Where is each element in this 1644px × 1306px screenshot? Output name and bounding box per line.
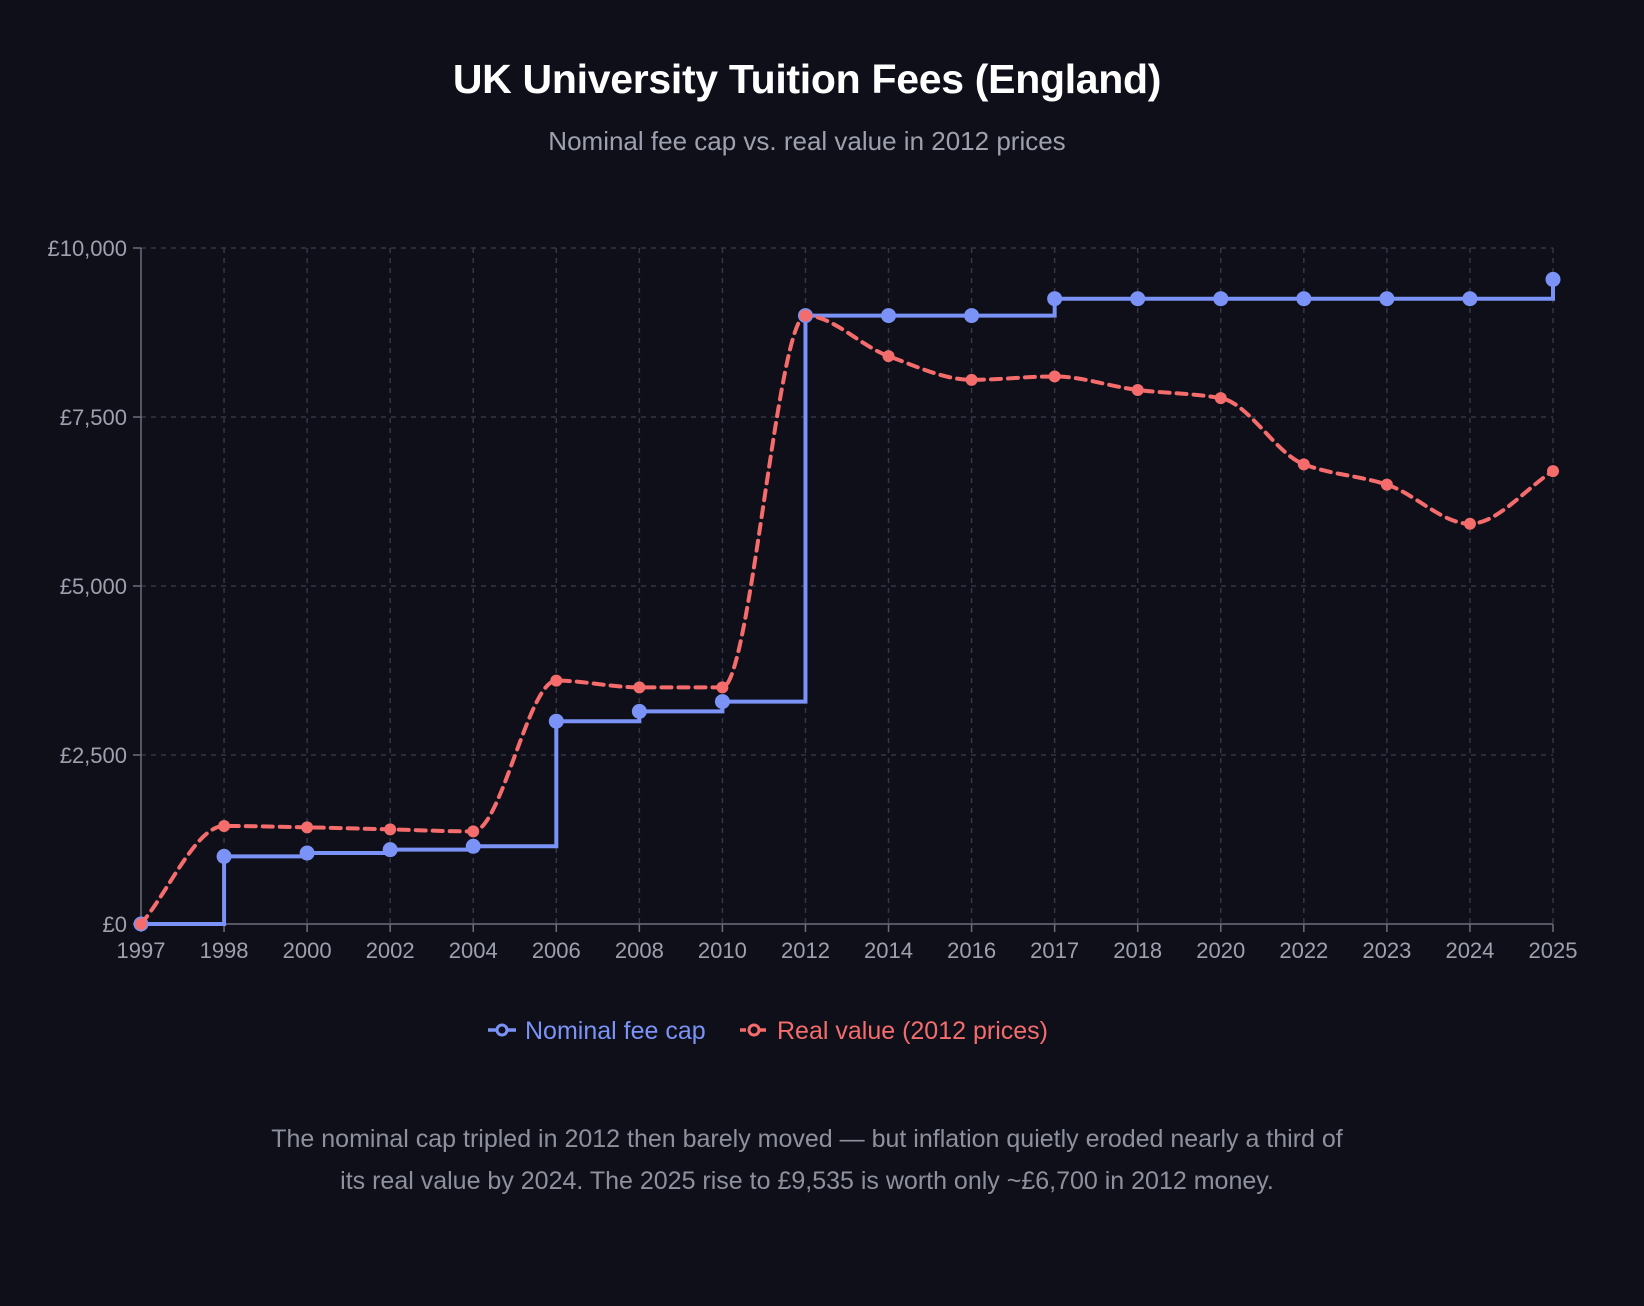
y-tick-label: £5,000 bbox=[60, 574, 127, 599]
legend-nominal-swatch-marker bbox=[495, 1023, 509, 1037]
real-value-point bbox=[633, 681, 646, 694]
x-tick-label: 2002 bbox=[366, 938, 415, 963]
x-tick-label: 2010 bbox=[698, 938, 747, 963]
y-tick-label: £7,500 bbox=[60, 405, 127, 430]
chart-caption: The nominal cap tripled in 2012 then bar… bbox=[271, 1125, 1343, 1195]
nominal-fee-cap-point bbox=[1047, 291, 1063, 307]
x-tick-label: 2025 bbox=[1529, 938, 1578, 963]
grid-lines bbox=[141, 247, 1554, 924]
real-value-point bbox=[301, 821, 314, 834]
axes: £0 £2,500 £5,000 £7,500 £10,000 1997 1998 2000 2… bbox=[47, 236, 1577, 963]
real-value-point bbox=[1380, 478, 1393, 491]
x-tick-label: 2000 bbox=[283, 938, 332, 963]
legend-real-label: Real value (2012 prices) bbox=[777, 1017, 1048, 1045]
legend: Nominal fee cap Real value (2012 prices) bbox=[488, 1017, 1048, 1045]
x-tick-label: 1998 bbox=[200, 938, 249, 963]
x-tick-label: 2022 bbox=[1279, 938, 1328, 963]
nominal-fee-cap-point bbox=[1213, 291, 1229, 307]
nominal-fee-cap-point bbox=[465, 838, 481, 854]
real-value-point bbox=[467, 825, 480, 838]
real-value-point bbox=[218, 819, 231, 832]
real-value-point bbox=[1463, 517, 1476, 530]
legend-nominal-label: Nominal fee cap bbox=[525, 1017, 706, 1045]
real-value-line bbox=[139, 313, 1555, 926]
real-value-point bbox=[1547, 465, 1559, 478]
x-tick-label: 2014 bbox=[864, 938, 913, 963]
nominal-fee-cap-point bbox=[1296, 291, 1312, 307]
nominal-fee-cap-point bbox=[299, 845, 315, 861]
x-tick-label: 2018 bbox=[1113, 938, 1162, 963]
nominal-fee-cap-point bbox=[964, 308, 980, 324]
chart-subtitle: Nominal fee cap vs. real value in 2012 p… bbox=[548, 126, 1066, 156]
x-tick-label: 2012 bbox=[781, 938, 830, 963]
nominal-fee-cap-point bbox=[1379, 291, 1395, 307]
series-nominal-fee-cap bbox=[133, 271, 1561, 932]
real-value-point bbox=[965, 373, 978, 386]
real-value-point bbox=[1048, 370, 1061, 383]
y-tick-label: £10,000 bbox=[47, 236, 127, 261]
nominal-fee-cap-point bbox=[548, 713, 564, 729]
nominal-fee-cap-point bbox=[881, 308, 897, 324]
real-value-point bbox=[1131, 383, 1144, 396]
x-tick-label: 2023 bbox=[1362, 938, 1411, 963]
tuition-fee-chart: £0 £2,500 £5,000 £7,500 £10,000 1997 1998 2000 2… bbox=[47, 236, 1577, 1045]
x-tick-label: 2008 bbox=[615, 938, 664, 963]
x-tick-label: 2006 bbox=[532, 938, 581, 963]
x-tick-label: 1997 bbox=[117, 938, 166, 963]
legend-real-swatch-marker bbox=[747, 1023, 761, 1037]
x-tick-label: 2024 bbox=[1445, 938, 1494, 963]
nominal-fee-cap-point bbox=[216, 848, 232, 864]
real-value-point bbox=[135, 918, 147, 930]
y-tick-label: £2,500 bbox=[60, 743, 127, 768]
real-value-point bbox=[716, 681, 729, 694]
real-value-point bbox=[550, 674, 563, 687]
real-value-point bbox=[882, 350, 895, 363]
x-tick-label: 2020 bbox=[1196, 938, 1245, 963]
real-value-point bbox=[1214, 392, 1227, 405]
real-value-point bbox=[799, 309, 812, 322]
nominal-fee-cap-point bbox=[1545, 271, 1561, 287]
series-real-value bbox=[135, 309, 1559, 930]
nominal-fee-cap-point bbox=[1130, 291, 1146, 307]
real-value-point bbox=[384, 823, 397, 836]
nominal-fee-cap-point bbox=[714, 694, 730, 710]
real-value-point bbox=[1297, 458, 1310, 471]
chart-title: UK University Tuition Fees (England) bbox=[452, 56, 1162, 102]
x-tick-label: 2017 bbox=[1030, 938, 1079, 963]
nominal-fee-cap-point bbox=[382, 842, 398, 858]
nominal-fee-cap-point bbox=[631, 703, 647, 719]
x-tick-label: 2016 bbox=[947, 938, 996, 963]
y-tick-label: £0 bbox=[103, 912, 127, 937]
x-tick-label: 2004 bbox=[449, 938, 498, 963]
nominal-fee-cap-point bbox=[1462, 291, 1478, 307]
